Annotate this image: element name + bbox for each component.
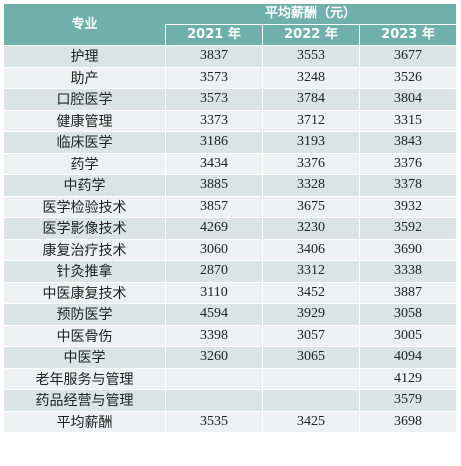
salary-cell: 3398 (165, 324, 262, 346)
salary-cell: 3784 (262, 88, 359, 110)
salary-cell: 3193 (262, 131, 359, 153)
major-name-cell: 中医康复技术 (4, 281, 165, 303)
major-column-header: 专业 (4, 4, 165, 45)
salary-cell (165, 389, 262, 411)
salary-cell: 3260 (165, 346, 262, 368)
major-name-cell: 助产 (4, 66, 165, 88)
salary-table-container: 专业 平均薪酬（元） 2021 年 2022 年 2023 年 护理 3837 35… (4, 4, 457, 432)
salary-cell: 4269 (165, 217, 262, 239)
salary-cell: 3929 (262, 303, 359, 325)
salary-cell: 3312 (262, 260, 359, 282)
table-row: 护理 3837 3553 3677 (4, 45, 457, 67)
table-row: 老年服务与管理 4129 (4, 367, 457, 389)
table-row: 针灸推拿 2870 3312 3338 (4, 260, 457, 282)
salary-cell: 3328 (262, 174, 359, 196)
salary-cell: 3592 (359, 217, 457, 239)
major-name-cell: 临床医学 (4, 131, 165, 153)
salary-cell: 3058 (359, 303, 457, 325)
salary-cell (262, 367, 359, 389)
salary-cell: 3434 (165, 152, 262, 174)
salary-cell: 3887 (359, 281, 457, 303)
major-name-cell: 护理 (4, 45, 165, 67)
salary-cell: 3573 (165, 66, 262, 88)
major-name-cell: 平均薪酬 (4, 410, 165, 432)
salary-cell: 3376 (262, 152, 359, 174)
major-name-cell: 中医学 (4, 346, 165, 368)
salary-cell: 3406 (262, 238, 359, 260)
salary-cell: 3885 (165, 174, 262, 196)
salary-cell: 3378 (359, 174, 457, 196)
table-row: 预防医学 4594 3929 3058 (4, 303, 457, 325)
table-row: 医学影像技术 4269 3230 3592 (4, 217, 457, 239)
major-name-cell: 药学 (4, 152, 165, 174)
table-row: 平均薪酬 3535 3425 3698 (4, 410, 457, 432)
salary-cell: 3690 (359, 238, 457, 260)
salary-cell: 3248 (262, 66, 359, 88)
salary-cell: 2870 (165, 260, 262, 282)
salary-cell: 3698 (359, 410, 457, 432)
table-row: 助产 3573 3248 3526 (4, 66, 457, 88)
salary-cell: 3932 (359, 195, 457, 217)
major-name-cell: 中医骨伤 (4, 324, 165, 346)
salary-cell: 4594 (165, 303, 262, 325)
salary-cell: 3376 (359, 152, 457, 174)
table-row: 康复治疗技术 3060 3406 3690 (4, 238, 457, 260)
salary-group-header: 平均薪酬（元） (165, 4, 457, 24)
salary-cell: 3553 (262, 45, 359, 67)
salary-cell: 3843 (359, 131, 457, 153)
year-header-2022: 2022 年 (262, 24, 359, 45)
salary-cell (165, 367, 262, 389)
major-name-cell: 药品经营与管理 (4, 389, 165, 411)
salary-cell: 3535 (165, 410, 262, 432)
salary-cell: 3677 (359, 45, 457, 67)
salary-cell: 4094 (359, 346, 457, 368)
table-row: 健康管理 3373 3712 3315 (4, 109, 457, 131)
salary-cell: 3060 (165, 238, 262, 260)
table-body: 护理 3837 3553 3677 助产 3573 3248 3526 口腔医学 3573 3784… (4, 45, 457, 432)
table-row: 中医骨伤 3398 3057 3005 (4, 324, 457, 346)
salary-cell: 3425 (262, 410, 359, 432)
salary-cell (262, 389, 359, 411)
year-header-2023: 2023 年 (359, 24, 457, 45)
salary-cell: 3057 (262, 324, 359, 346)
salary-cell: 3857 (165, 195, 262, 217)
major-name-cell: 预防医学 (4, 303, 165, 325)
salary-cell: 3675 (262, 195, 359, 217)
major-name-cell: 健康管理 (4, 109, 165, 131)
salary-cell: 3837 (165, 45, 262, 67)
table-row: 医学检验技术 3857 3675 3932 (4, 195, 457, 217)
major-name-cell: 康复治疗技术 (4, 238, 165, 260)
table-row: 中医学 3260 3065 4094 (4, 346, 457, 368)
salary-cell: 3110 (165, 281, 262, 303)
salary-cell: 3526 (359, 66, 457, 88)
salary-table: 专业 平均薪酬（元） 2021 年 2022 年 2023 年 护理 3837 35… (4, 4, 457, 432)
salary-cell: 3804 (359, 88, 457, 110)
table-row: 中药学 3885 3328 3378 (4, 174, 457, 196)
major-name-cell: 口腔医学 (4, 88, 165, 110)
salary-cell: 3338 (359, 260, 457, 282)
year-header-2021: 2021 年 (165, 24, 262, 45)
table-row: 药学 3434 3376 3376 (4, 152, 457, 174)
salary-cell: 3315 (359, 109, 457, 131)
table-header: 专业 平均薪酬（元） 2021 年 2022 年 2023 年 (4, 4, 457, 45)
table-row: 口腔医学 3573 3784 3804 (4, 88, 457, 110)
salary-cell: 3230 (262, 217, 359, 239)
salary-cell: 3573 (165, 88, 262, 110)
salary-cell: 3186 (165, 131, 262, 153)
salary-cell: 3065 (262, 346, 359, 368)
salary-cell: 3005 (359, 324, 457, 346)
salary-cell: 4129 (359, 367, 457, 389)
major-name-cell: 老年服务与管理 (4, 367, 165, 389)
table-row: 临床医学 3186 3193 3843 (4, 131, 457, 153)
major-name-cell: 医学检验技术 (4, 195, 165, 217)
table-row: 药品经营与管理 3579 (4, 389, 457, 411)
salary-cell: 3452 (262, 281, 359, 303)
major-name-cell: 医学影像技术 (4, 217, 165, 239)
major-name-cell: 针灸推拿 (4, 260, 165, 282)
salary-cell: 3373 (165, 109, 262, 131)
salary-cell: 3712 (262, 109, 359, 131)
table-row: 中医康复技术 3110 3452 3887 (4, 281, 457, 303)
major-name-cell: 中药学 (4, 174, 165, 196)
salary-cell: 3579 (359, 389, 457, 411)
